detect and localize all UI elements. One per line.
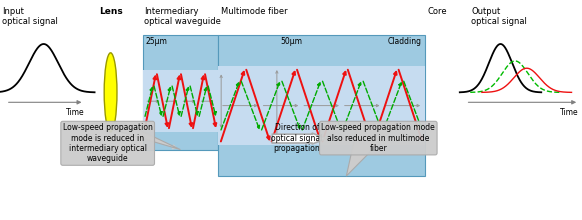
Bar [218,66,425,145]
Ellipse shape [104,53,117,132]
Text: Input
optical signal: Input optical signal [2,7,58,26]
Text: Low-speed propagation mode
also reduced in multimode
fiber: Low-speed propagation mode also reduced … [321,123,435,153]
Text: Output
optical signal: Output optical signal [471,7,527,26]
Text: Direction of
optical signal
propagation: Direction of optical signal propagation [271,123,322,153]
Text: Intermediary
optical waveguide: Intermediary optical waveguide [144,7,221,26]
Text: 50μm: 50μm [281,37,302,46]
Text: Lens: Lens [99,7,122,16]
Polygon shape [346,123,399,176]
Polygon shape [90,123,180,150]
Text: Time: Time [66,108,84,117]
Text: Cladding: Cladding [388,37,422,46]
Text: Time: Time [560,108,579,117]
FancyArrow shape [272,133,327,144]
Text: Multimode fiber: Multimode fiber [221,7,288,16]
Bar [143,70,218,132]
Text: 25μm: 25μm [146,37,168,46]
Text: Low-speed propagation
mode is reduced in
intermediary optical
waveguide: Low-speed propagation mode is reduced in… [63,123,152,163]
Bar [218,35,425,176]
Bar [143,35,218,150]
Text: Core: Core [428,7,448,16]
